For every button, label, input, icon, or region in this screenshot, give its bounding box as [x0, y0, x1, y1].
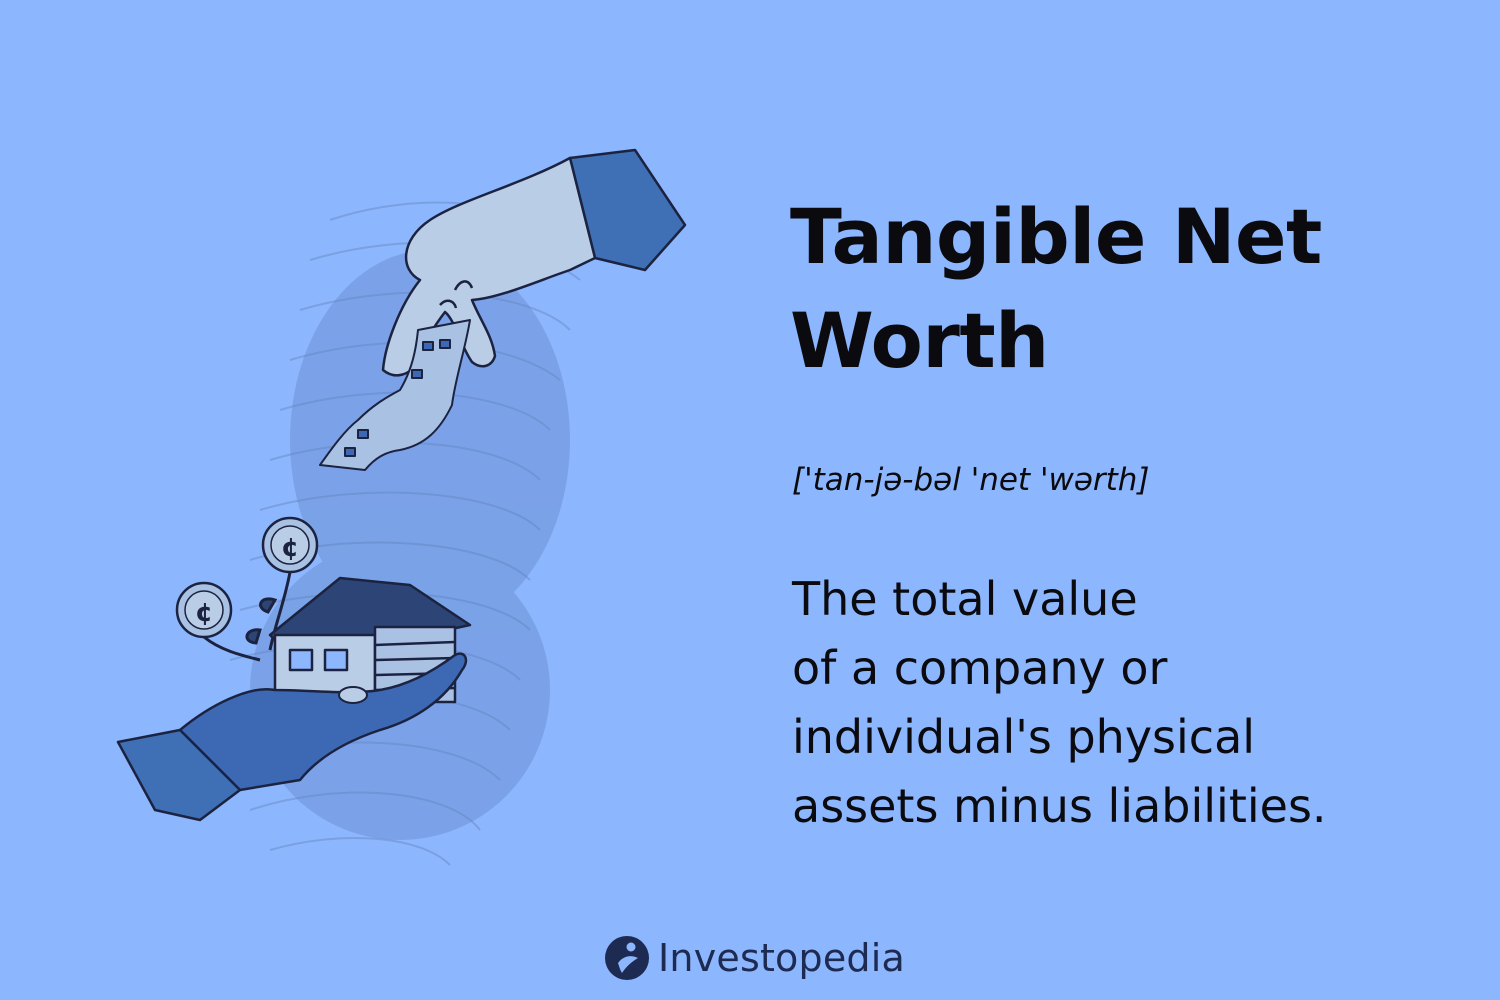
receipt: [319, 319, 471, 471]
svg-text:¢: ¢: [195, 598, 213, 628]
pronunciation: ['tan-jə-bəl 'net 'wərth]: [792, 462, 1150, 498]
page-title: Tangible Net Worth: [790, 192, 1322, 385]
definition-line: assets minus liabilities.: [792, 779, 1327, 833]
svg-text:¢: ¢: [281, 533, 299, 563]
hands-exchange-illustration: ¢ ¢: [116, 148, 687, 866]
house: [268, 576, 472, 704]
coin-upper: ¢: [261, 516, 319, 574]
brand-name: Investopedia: [658, 936, 905, 980]
lower-hand-shape: [178, 652, 468, 792]
coin-stems: [203, 571, 292, 662]
investopedia-logo-icon: [605, 936, 649, 980]
upper-hand: [381, 148, 687, 377]
upper-hand-shape: [381, 156, 597, 377]
definition-line: of a company or: [792, 641, 1168, 695]
coin-lower: ¢: [175, 581, 233, 639]
brand-footer: Investopedia: [604, 930, 905, 986]
definition: The total value of a company or individu…: [792, 565, 1412, 841]
lower-hand: [116, 652, 468, 822]
definition-line: The total value: [792, 572, 1138, 626]
lower-sleeve: [116, 728, 242, 822]
definition-line: individual's physical: [792, 710, 1256, 764]
